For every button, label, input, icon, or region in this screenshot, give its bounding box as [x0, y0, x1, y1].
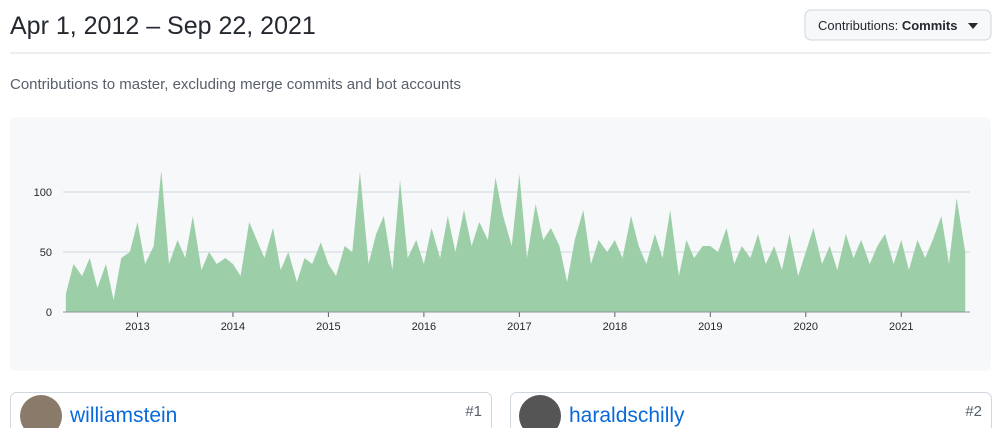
dropdown-label: Contributions: Commits: [818, 18, 957, 33]
y-tick-label: 50: [40, 247, 52, 259]
contributor-rank: #2: [965, 403, 982, 420]
caret: [968, 23, 978, 29]
chart: 0 50 100 2013 2014 2015 2016 2017 2018 2019 2020 20…: [34, 170, 970, 333]
x-tick-label: 2020: [794, 321, 818, 333]
page-title: Apr 1, 2012 – Sep 22, 2021: [10, 12, 316, 40]
x-tick-label: 2014: [221, 321, 245, 333]
area: [65, 170, 966, 312]
contributor-card[interactable]: williamstein #1: [10, 392, 492, 433]
contributor-name[interactable]: haraldschilly: [569, 404, 685, 427]
x-tick-label: 2013: [125, 321, 149, 333]
contributions-dropdown[interactable]: Contributions: Commits: [804, 9, 992, 41]
y-tick-label: 100: [34, 187, 52, 199]
x-tick-label: 2017: [507, 321, 531, 333]
subtitle: Contributions to master, excluding merge…: [10, 76, 461, 93]
card-border: [510, 392, 992, 433]
y-tick-label: 0: [46, 307, 52, 319]
x-tick-label: 2018: [603, 321, 627, 333]
avatar[interactable]: [519, 395, 561, 433]
x-tick-label: 2021: [889, 321, 913, 333]
contributor-name[interactable]: williamstein: [69, 404, 177, 427]
x-tick-label: 2016: [412, 321, 436, 333]
contributor-card[interactable]: haraldschilly #2: [510, 392, 992, 433]
x-tick-label: 2019: [698, 321, 722, 333]
contributor-rank: #1: [465, 403, 482, 420]
x-tick-label: 2015: [316, 321, 340, 333]
dropdown-button[interactable]: [804, 9, 992, 41]
avatar[interactable]: [20, 395, 62, 433]
card-border: [10, 392, 492, 433]
